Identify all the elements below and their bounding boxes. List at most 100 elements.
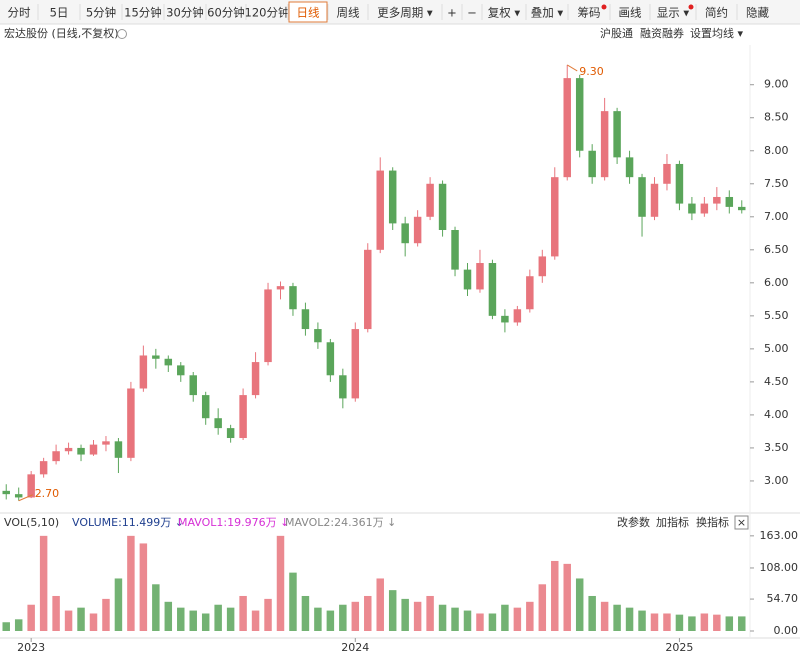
volume-bar	[538, 584, 547, 631]
candle-body	[613, 111, 621, 158]
y-tick-label: 4.50	[764, 375, 789, 388]
toolbar-button[interactable]	[738, 2, 777, 22]
toolbar-label[interactable]: 更多周期 ▾	[377, 6, 433, 20]
toolbar-label[interactable]: 15分钟	[124, 6, 162, 20]
close-button[interactable]: ×	[737, 516, 746, 529]
toolbar-button[interactable]	[463, 2, 481, 22]
toolbar-label[interactable]: 30分钟	[166, 6, 204, 20]
volume-bar	[451, 607, 459, 631]
candle-body	[339, 375, 347, 399]
candle-body	[301, 309, 310, 330]
candle-body	[488, 263, 497, 316]
notify-dot	[688, 4, 694, 10]
indicator-action[interactable]: 加指标	[656, 515, 689, 529]
volume-bar	[376, 578, 384, 631]
volume-bar	[526, 601, 534, 631]
candle-body	[438, 183, 447, 230]
volume-bar	[351, 601, 360, 631]
y-tick-label: 7.50	[764, 177, 789, 190]
candle-body	[77, 447, 85, 455]
candle-body	[426, 183, 434, 217]
indicator-action[interactable]: 改参数	[617, 515, 650, 529]
toolbar-label[interactable]: 复权 ▾	[488, 6, 521, 20]
toolbar-button[interactable]	[1, 2, 37, 22]
toolbar-label[interactable]: 120分钟	[245, 6, 290, 20]
volume-bar	[102, 598, 110, 631]
vol-y-tick-label: 108.00	[760, 561, 799, 574]
candle-body	[551, 177, 559, 257]
toolbar-button[interactable]	[165, 2, 205, 22]
y-tick-label: 9.00	[764, 78, 789, 91]
toolbar-button[interactable]	[651, 2, 695, 22]
volume-bar	[152, 584, 160, 631]
volume-bar	[226, 607, 235, 631]
candle-body	[52, 451, 60, 462]
candle-body	[663, 163, 671, 184]
toolbar-label[interactable]: 周线	[337, 6, 360, 20]
toolbar-label[interactable]: 筹码	[578, 6, 601, 20]
header-link[interactable]: 设置均线 ▾	[690, 26, 743, 40]
toolbar-button[interactable]	[81, 2, 121, 22]
toolbar-button[interactable]	[697, 2, 736, 22]
candle-body	[289, 286, 297, 310]
toolbar-label[interactable]: 分时	[8, 6, 31, 20]
candle-body	[364, 249, 372, 330]
toolbar-label[interactable]: 叠加 ▾	[531, 6, 564, 20]
toolbar-label[interactable]: 5分钟	[86, 6, 116, 20]
y-tick-label: 8.50	[764, 111, 789, 124]
candle-body	[177, 365, 185, 376]
gear-icon[interactable]	[117, 29, 127, 39]
toolbar-label[interactable]: 日线	[297, 6, 320, 20]
toolbar-button[interactable]	[247, 2, 287, 22]
volume-bar	[625, 607, 634, 631]
candle-body	[388, 170, 397, 224]
y-tick-label: 6.50	[764, 243, 789, 256]
toolbar-label[interactable]: −	[467, 6, 477, 20]
toolbar-label[interactable]: 显示 ▾	[657, 6, 690, 20]
toolbar-button[interactable]	[39, 2, 79, 22]
candle-body	[27, 474, 35, 498]
volume-bar	[600, 601, 609, 631]
candle-body	[650, 183, 659, 217]
toolbar-button[interactable]	[329, 2, 367, 22]
volume-bar	[675, 614, 684, 631]
header-link[interactable]: 融资融券	[640, 26, 684, 40]
toolbar-label[interactable]: 60分钟	[207, 6, 245, 20]
x-tick-label: 2023	[17, 641, 45, 654]
toolbar-button[interactable]	[369, 2, 441, 22]
candle-body	[152, 355, 160, 359]
volume-bar	[663, 613, 671, 631]
volume-bar	[713, 614, 721, 631]
toolbar-label[interactable]: 5日	[50, 6, 69, 20]
close-box[interactable]	[734, 515, 749, 530]
volume-bar	[575, 578, 584, 631]
toolbar-label[interactable]: 简约	[705, 6, 728, 20]
candle-body	[201, 395, 210, 419]
candle-body	[14, 494, 23, 498]
candle-body	[413, 216, 422, 244]
toolbar-button[interactable]	[207, 2, 245, 22]
min-label: 2.70	[35, 487, 60, 500]
volume-bar	[77, 607, 85, 631]
candle-body	[376, 170, 384, 250]
candle-body	[314, 329, 322, 343]
toolbar-button[interactable]	[527, 2, 567, 22]
toolbar-button[interactable]	[288, 1, 328, 23]
toolbar-label[interactable]: 隐藏	[746, 6, 769, 20]
candle-body	[264, 289, 272, 363]
header-link[interactable]: 沪股通	[600, 26, 633, 40]
candle-body	[638, 177, 646, 217]
notify-dot	[601, 4, 607, 10]
candle-body	[713, 196, 721, 204]
toolbar-button[interactable]	[443, 2, 461, 22]
toolbar-button[interactable]	[611, 2, 649, 22]
candle-body	[725, 196, 734, 207]
volume-bar	[201, 613, 210, 631]
toolbar-button[interactable]	[123, 2, 163, 22]
toolbar-label[interactable]: +	[447, 6, 457, 20]
toolbar-label[interactable]: 画线	[619, 6, 642, 20]
toolbar-button[interactable]	[483, 2, 525, 22]
indicator-action[interactable]: 换指标	[696, 515, 729, 529]
toolbar-button[interactable]	[569, 2, 609, 22]
